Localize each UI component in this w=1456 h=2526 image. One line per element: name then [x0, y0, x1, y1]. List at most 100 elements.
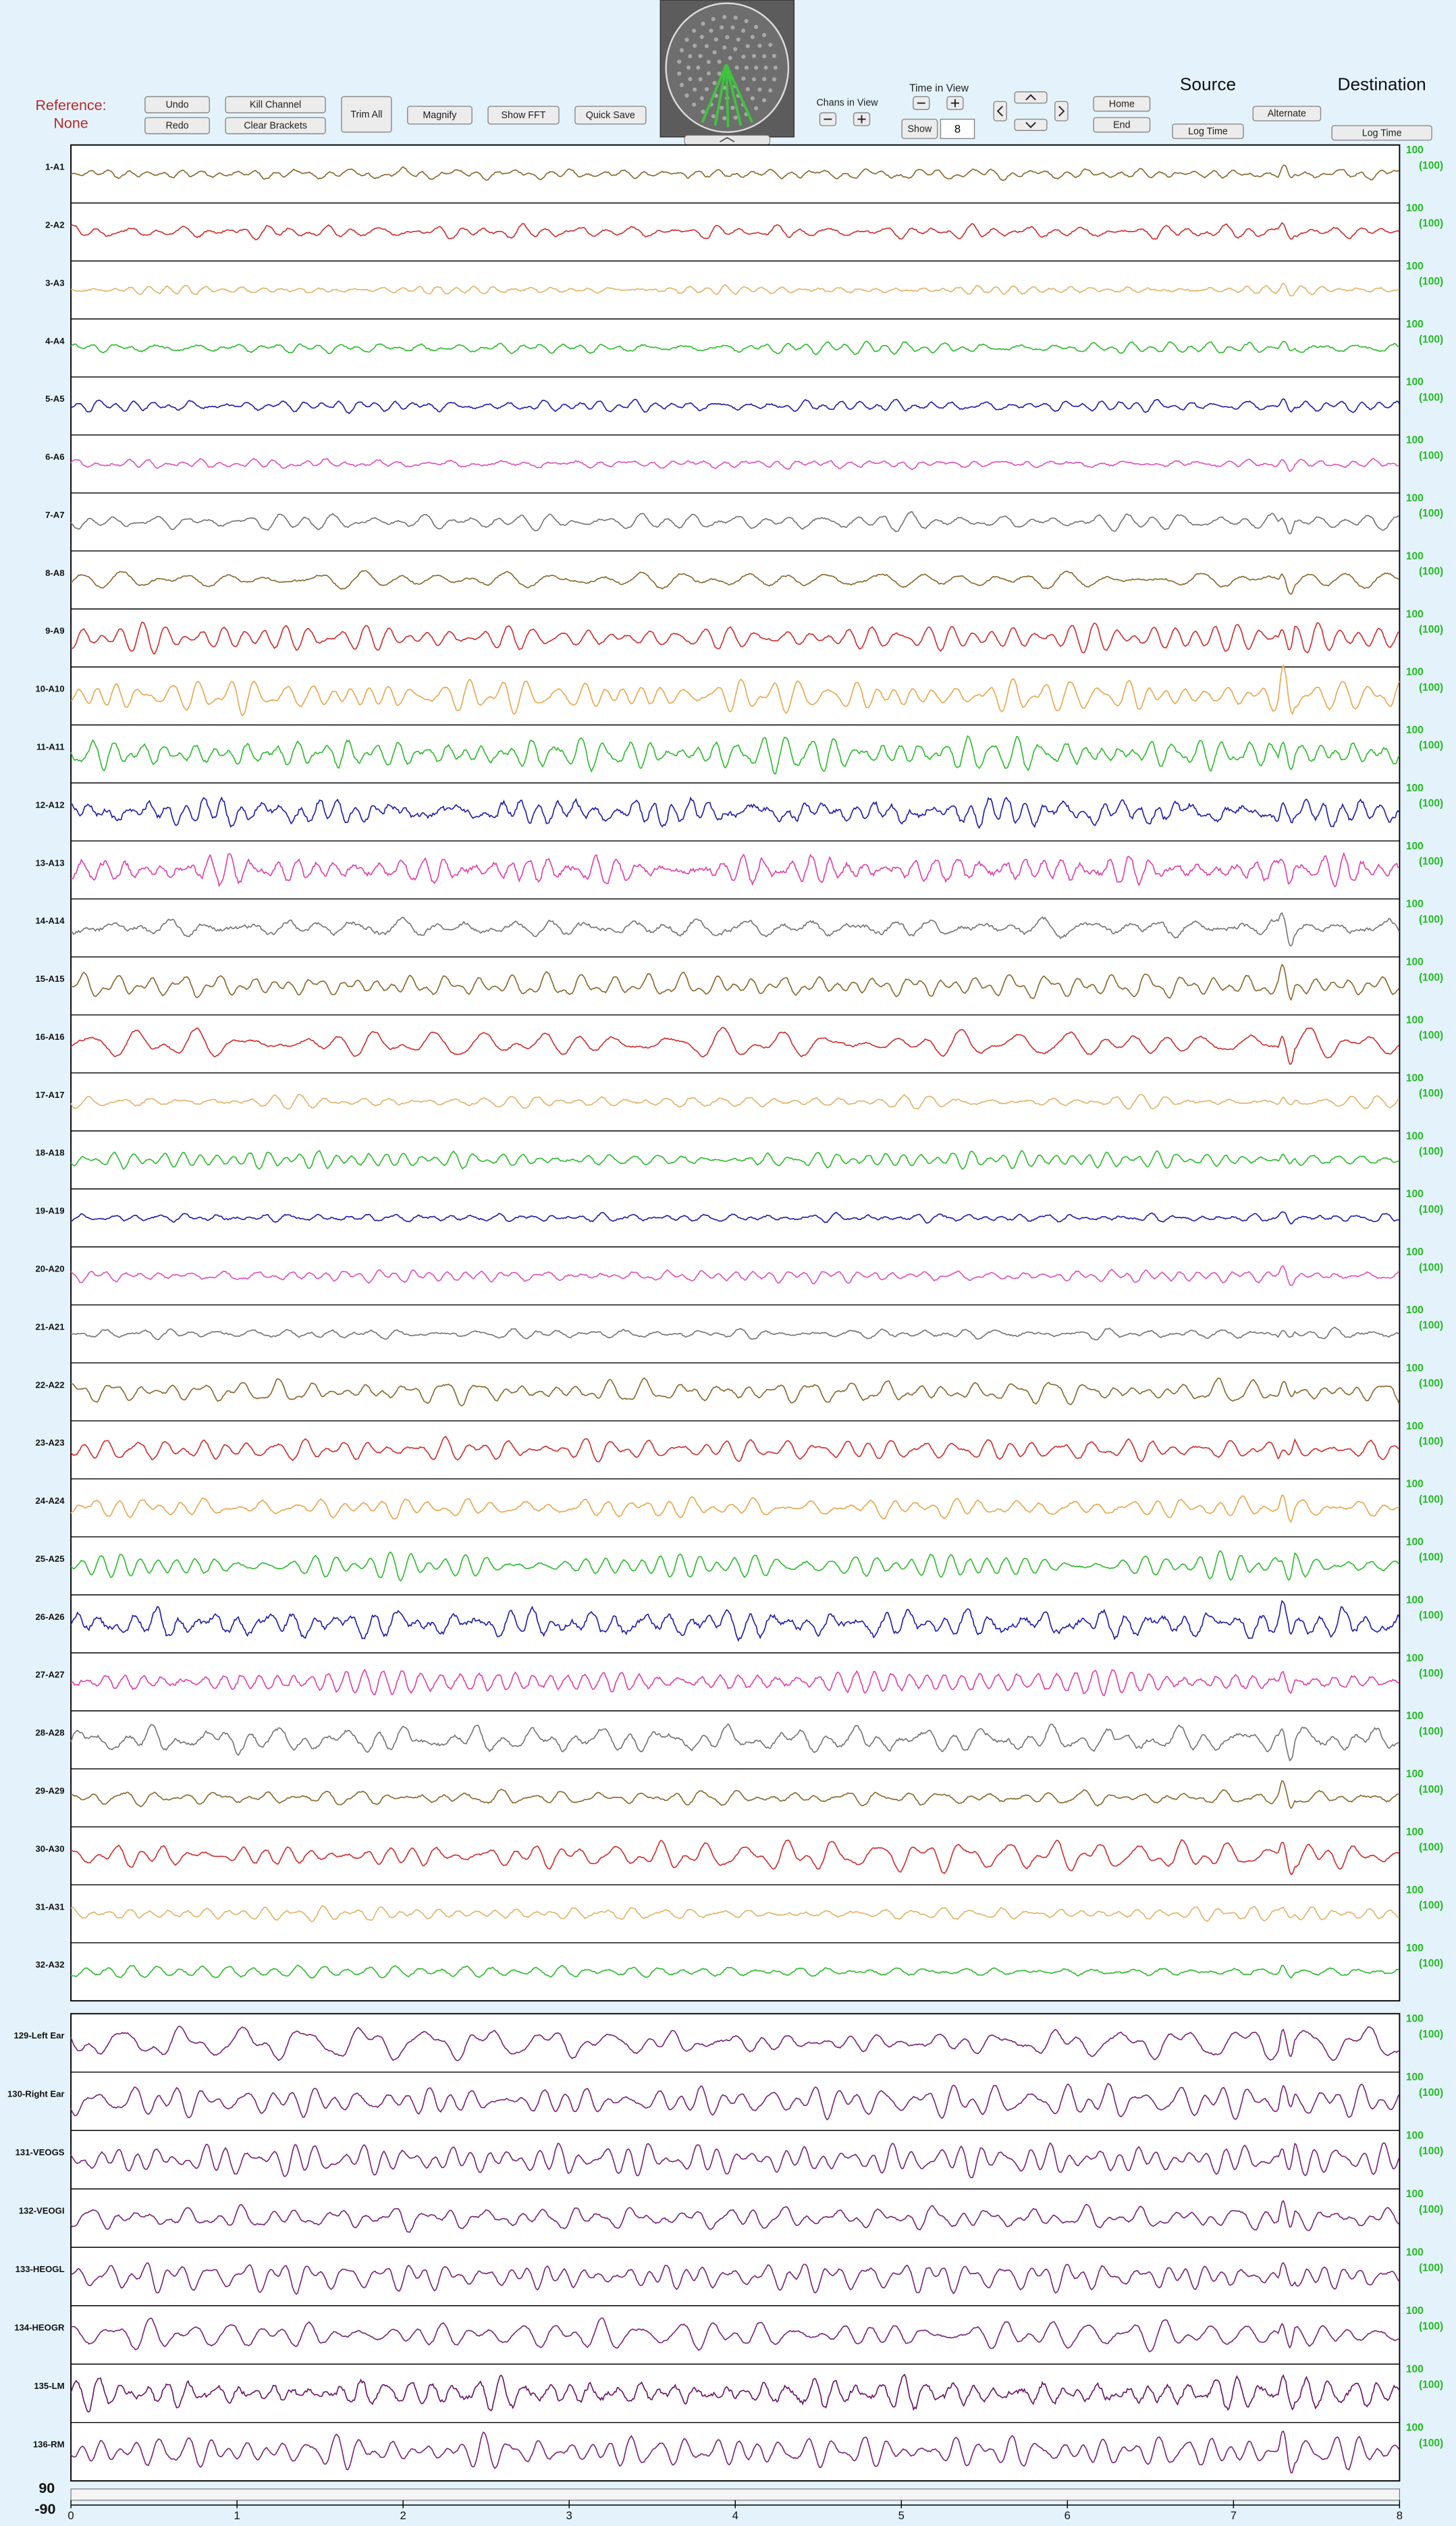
electrode-dot	[701, 109, 705, 114]
eeg-trace	[70, 1326, 1400, 1341]
channel-scale-paren: (100)	[1419, 2321, 1443, 2332]
button[interactable]: Log Time	[1331, 125, 1432, 141]
channel-label: 1-A1	[45, 162, 64, 172]
channel-label: 3-A3	[45, 278, 64, 288]
channel-scale: 100	[1406, 319, 1424, 330]
eeg-trace	[70, 1377, 1400, 1406]
button[interactable]: Log Time	[1172, 123, 1244, 139]
electrode-dot	[772, 53, 777, 58]
channel-scale: 100	[1406, 1246, 1424, 1258]
button-face	[225, 96, 326, 113]
eeg-trace	[70, 1550, 1400, 1582]
electrode-dot	[745, 86, 750, 92]
electrode-dot	[733, 16, 738, 20]
eeg-trace	[70, 1265, 1400, 1286]
channel-scale-paren: (100)	[1419, 392, 1443, 403]
button[interactable]: Trim All	[341, 96, 392, 133]
head-map[interactable]	[659, 0, 795, 146]
electrode-dot	[684, 37, 689, 43]
button[interactable]: Quick Save	[574, 105, 647, 125]
button-label: Magnify	[423, 110, 457, 121]
electrode-dot	[693, 87, 697, 92]
channel-scale-paren: (100)	[1419, 450, 1443, 461]
button[interactable]: Clear Brackets	[225, 117, 326, 134]
channel-label: 21-A21	[36, 1321, 65, 1332]
button[interactable]: Undo	[144, 96, 210, 113]
electrode-dot	[753, 24, 759, 30]
electrode-dot	[711, 17, 716, 22]
electrode-dot	[744, 19, 749, 24]
button-face	[225, 117, 326, 134]
eeg-trace	[70, 2025, 1400, 2061]
eeg-trace	[70, 1780, 1400, 1810]
channel-label: 4-A4	[45, 336, 65, 346]
channel-scale: 100	[1406, 2247, 1424, 2259]
channel-scale: 100	[1406, 2014, 1424, 2025]
electrode-dot	[679, 82, 684, 88]
eeg-trace	[70, 796, 1400, 829]
channel-scale: 100	[1406, 2364, 1424, 2375]
channel-scale: 100	[1406, 899, 1424, 910]
button[interactable]: End	[1093, 117, 1151, 133]
scroll-up[interactable]	[1014, 91, 1048, 104]
eeg-trace	[70, 2262, 1400, 2295]
channel-scale-paren: (100)	[1419, 1726, 1443, 1737]
chans-minus[interactable]	[819, 112, 837, 126]
electrode-dot	[722, 15, 727, 20]
channel-scale: 100	[1406, 2305, 1424, 2317]
button[interactable]: Show	[901, 118, 938, 139]
channel-label: 9-A9	[45, 626, 64, 636]
electrode-dot	[704, 86, 709, 92]
electrode-dot	[763, 65, 768, 70]
electrode-dot	[706, 59, 711, 64]
electrode-dot	[679, 48, 684, 53]
time-tick-label: 6	[1064, 2509, 1071, 2522]
electrode-dot	[686, 65, 691, 70]
electrode-dot	[696, 65, 701, 70]
button[interactable]: Magnify	[407, 105, 473, 125]
eeg-trace	[70, 1093, 1400, 1110]
scroll-right[interactable]	[1054, 101, 1069, 122]
channel-scale: 100	[1406, 1305, 1424, 1316]
channel-scale-paren: (100)	[1419, 1552, 1443, 1563]
electrode-dot	[717, 59, 722, 64]
button[interactable]: Alternate	[1252, 105, 1322, 122]
button[interactable]: Redo	[144, 117, 210, 134]
button-face	[993, 101, 1007, 122]
button[interactable]: Show FFT	[487, 105, 560, 125]
head-map-toggle[interactable]	[684, 134, 771, 146]
button-icon	[1058, 105, 1065, 117]
chans-plus[interactable]	[853, 112, 871, 126]
channel-label: 133-HEOGL	[16, 2264, 65, 2274]
channel-label: 6-A6	[45, 452, 64, 462]
time-plus[interactable]	[946, 96, 964, 110]
channel-label: 28-A28	[36, 1728, 65, 1738]
electrode-dot	[722, 116, 727, 121]
button-face	[1054, 101, 1069, 122]
button-face	[574, 105, 647, 125]
reference-value: None	[53, 115, 88, 131]
eeg-trace	[71, 1211, 1399, 1225]
electrode-dot	[740, 28, 746, 33]
button[interactable]: Kill Channel	[225, 96, 326, 113]
time-minus[interactable]	[913, 96, 930, 110]
electrode-dot	[699, 34, 704, 39]
button[interactable]: Home	[1093, 96, 1151, 112]
eeg-trace	[70, 510, 1400, 535]
electrode-dot	[704, 44, 709, 49]
scroll-down[interactable]	[1014, 118, 1048, 131]
channel-label: 16-A16	[36, 1032, 65, 1042]
scrollbar[interactable]	[70, 2488, 1400, 2501]
scroll-left[interactable]	[993, 101, 1007, 122]
eeg-trace	[70, 1026, 1400, 1065]
channel-scale-paren: (100)	[1419, 1088, 1443, 1099]
channel-scale: 100	[1406, 1072, 1424, 1084]
eeg-trace	[70, 621, 1400, 655]
time-input[interactable]	[940, 118, 975, 139]
electrode-dot	[762, 77, 767, 82]
amplitude-max: 90	[38, 2480, 55, 2496]
channel-label: 2-A2	[45, 219, 64, 230]
button-label: Alternate	[1268, 109, 1306, 120]
electrode-dot	[733, 115, 738, 120]
button-face	[341, 96, 392, 133]
